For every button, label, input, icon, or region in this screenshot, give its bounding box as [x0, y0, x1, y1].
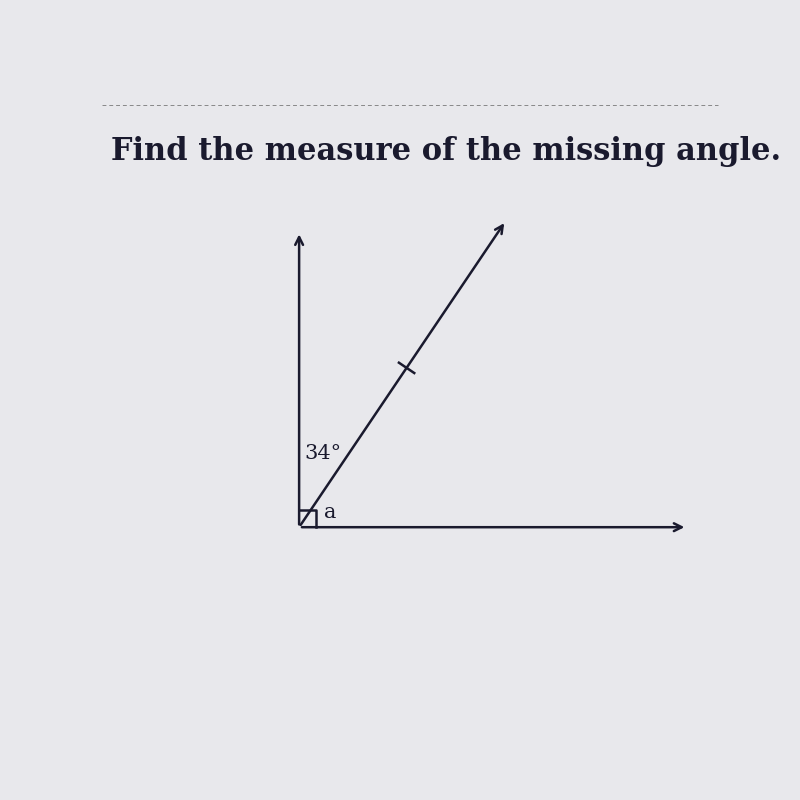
- Text: a: a: [324, 503, 336, 522]
- Text: 34°: 34°: [304, 444, 341, 462]
- Text: Find the measure of the missing angle.: Find the measure of the missing angle.: [111, 136, 782, 167]
